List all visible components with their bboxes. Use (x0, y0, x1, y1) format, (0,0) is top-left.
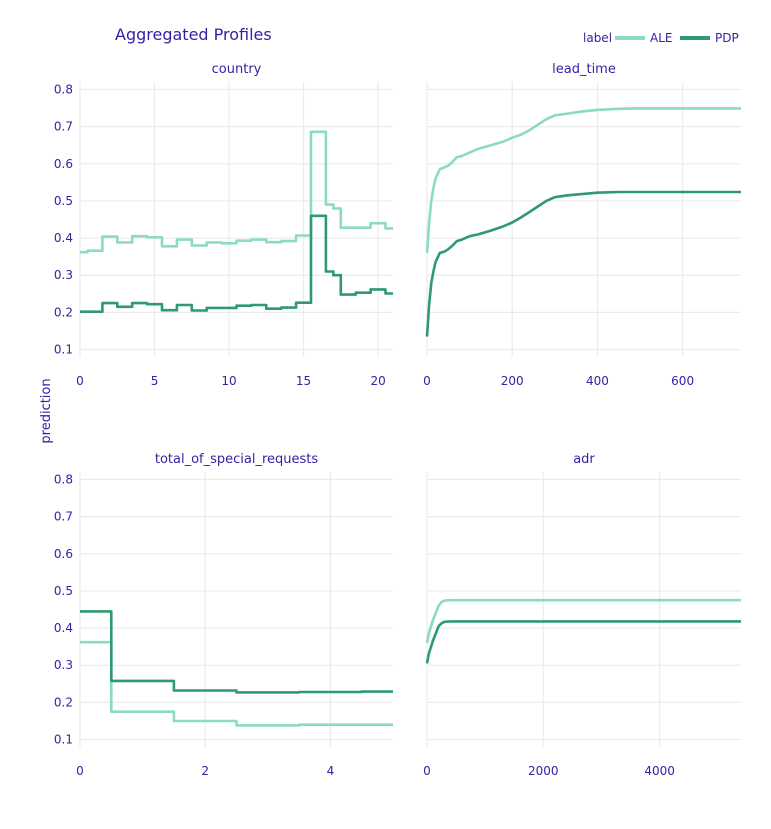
panel-country: country 0.1 0.2 0.3 0.4 0.5 0.6 0.7 0.8 0 5 10 15 20 (54, 62, 393, 388)
y-tick-label: 0.8 (54, 472, 73, 486)
y-tick-label: 0.6 (54, 547, 73, 561)
x-tick-label: 4000 (644, 764, 675, 778)
series-line-pdp[interactable] (425, 190, 741, 337)
series-line-ale[interactable] (425, 598, 741, 644)
panel-title: total_of_special_requests (155, 452, 319, 467)
y-tick-label: 0.4 (54, 231, 73, 245)
x-tick-label: 15 (296, 374, 311, 388)
panel-title: lead_time (552, 62, 616, 77)
x-tick-label: 600 (671, 374, 694, 388)
legend-title: label (583, 31, 612, 45)
series-line-ale[interactable] (80, 640, 393, 727)
y-tick-label: 0.6 (54, 157, 73, 171)
x-tick-label: 10 (221, 374, 236, 388)
y-tick-label: 0.5 (54, 194, 73, 208)
y-tick-label: 0.2 (54, 305, 73, 319)
y-tick-label: 0.2 (54, 695, 73, 709)
legend: label ALE PDP (583, 31, 739, 45)
series-line-ale[interactable] (80, 130, 393, 254)
panel-title: country (212, 62, 262, 77)
x-tick-label: 20 (370, 374, 385, 388)
y-tick-label: 0.7 (54, 120, 73, 134)
x-tick-label: 2 (201, 764, 209, 778)
y-tick-label: 0.4 (54, 621, 73, 635)
panel-adr: adr 0 2000 4000 (423, 452, 741, 778)
x-tick-label: 0 (423, 374, 431, 388)
chart-title: Aggregated Profiles (115, 25, 272, 44)
x-tick-label: 4 (327, 764, 335, 778)
y-tick-label: 0.8 (54, 82, 73, 96)
series-line-pdp[interactable] (425, 620, 741, 664)
panel-lead-time: lead_time 0 200 400 600 (423, 62, 741, 388)
y-tick-label: 0.1 (54, 343, 73, 357)
y-tick-label: 0.7 (54, 510, 73, 524)
series-line-ale[interactable] (425, 107, 741, 253)
legend-entry-pdp[interactable]: PDP (715, 31, 739, 45)
x-tick-label: 2000 (528, 764, 559, 778)
x-tick-label: 0 (76, 764, 84, 778)
y-tick-label: 0.3 (54, 268, 73, 282)
series-line-pdp[interactable] (80, 610, 393, 694)
x-tick-label: 5 (151, 374, 159, 388)
series-line-pdp[interactable] (80, 214, 393, 314)
x-tick-label: 0 (76, 374, 84, 388)
y-tick-label: 0.5 (54, 584, 73, 598)
x-tick-label: 400 (586, 374, 609, 388)
y-tick-label: 0.3 (54, 658, 73, 672)
x-tick-label: 200 (501, 374, 524, 388)
panel-title: adr (573, 452, 595, 467)
panel-total-of-special-requests: total_of_special_requests 0.1 0.2 0.3 0.4 0.5… (54, 452, 393, 778)
y-tick-label: 0.1 (54, 733, 73, 747)
x-tick-label: 0 (423, 764, 431, 778)
legend-entry-ale[interactable]: ALE (650, 31, 672, 45)
y-axis-label: prediction (39, 378, 54, 443)
